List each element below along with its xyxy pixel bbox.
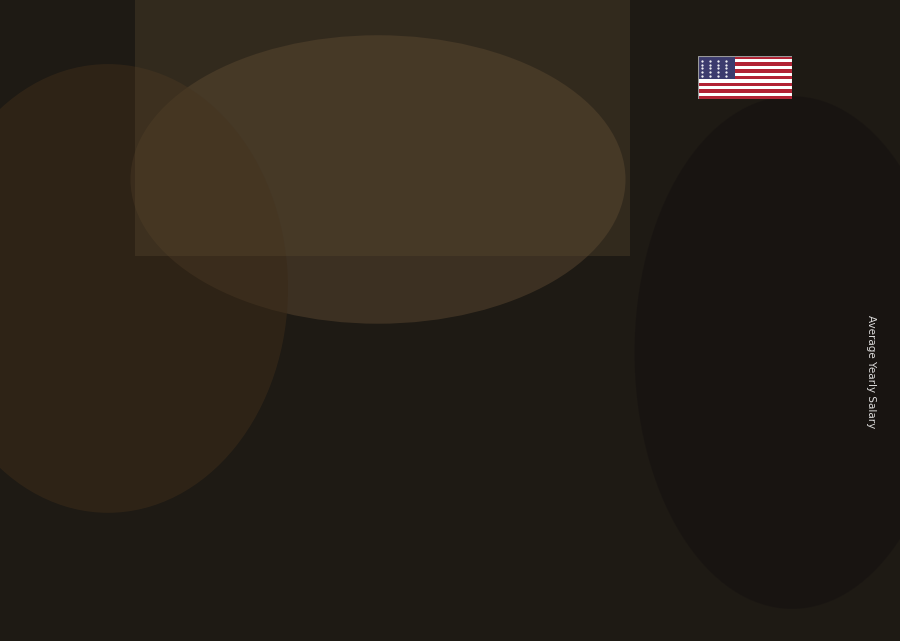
Text: +22%: +22% <box>410 208 468 226</box>
Polygon shape <box>730 197 809 216</box>
Polygon shape <box>340 301 419 320</box>
Polygon shape <box>600 242 606 558</box>
Text: 90,500 USD: 90,500 USD <box>589 197 663 211</box>
Polygon shape <box>211 378 290 397</box>
Text: +48%: +48% <box>280 250 338 268</box>
Text: +8%: +8% <box>676 156 722 174</box>
Bar <box>698 96 792 99</box>
Polygon shape <box>278 378 290 558</box>
Text: 68,100 USD: 68,100 USD <box>328 276 403 289</box>
Polygon shape <box>600 223 680 242</box>
Text: Employment Interviewer: Employment Interviewer <box>52 111 268 129</box>
Polygon shape <box>340 320 346 558</box>
Polygon shape <box>211 397 215 558</box>
Bar <box>698 79 792 83</box>
Text: 10 to 15: 10 to 15 <box>477 584 543 598</box>
Polygon shape <box>80 437 86 558</box>
Polygon shape <box>148 418 159 558</box>
Polygon shape <box>470 249 550 268</box>
Bar <box>698 72 792 76</box>
Bar <box>698 83 792 86</box>
Bar <box>698 89 792 93</box>
Text: +9%: +9% <box>546 181 592 199</box>
Polygon shape <box>600 242 668 558</box>
Polygon shape <box>211 397 278 558</box>
Text: 15 to 20: 15 to 20 <box>608 584 672 598</box>
Text: salary: salary <box>393 584 446 599</box>
Bar <box>135 0 630 256</box>
Text: < 2 Years: < 2 Years <box>83 584 157 598</box>
Polygon shape <box>340 320 408 558</box>
Polygon shape <box>80 437 148 558</box>
Ellipse shape <box>634 96 900 609</box>
Bar <box>698 69 792 72</box>
Text: 20+ Years: 20+ Years <box>731 584 809 598</box>
Polygon shape <box>797 197 809 558</box>
Polygon shape <box>80 418 159 437</box>
Bar <box>698 86 792 89</box>
Text: Average Yearly Salary: Average Yearly Salary <box>866 315 877 428</box>
Bar <box>698 93 792 96</box>
Text: Salary Comparison By Experience: Salary Comparison By Experience <box>52 72 552 97</box>
Text: 83,100 USD: 83,100 USD <box>458 224 533 237</box>
Polygon shape <box>538 249 550 558</box>
Text: 2 to 5: 2 to 5 <box>227 584 273 598</box>
Polygon shape <box>668 223 680 558</box>
Bar <box>698 62 792 66</box>
Text: 98,000 USD: 98,000 USD <box>751 172 825 185</box>
Polygon shape <box>730 216 797 558</box>
Bar <box>698 66 792 69</box>
Polygon shape <box>730 216 735 558</box>
Bar <box>698 56 735 79</box>
Text: explorer.com: explorer.com <box>446 584 545 599</box>
Bar <box>698 76 792 79</box>
Text: +34%: +34% <box>150 306 208 324</box>
Bar <box>698 59 792 62</box>
Ellipse shape <box>130 35 626 324</box>
Text: 5 to 10: 5 to 10 <box>352 584 408 598</box>
Polygon shape <box>470 268 475 558</box>
Polygon shape <box>408 301 419 558</box>
Bar <box>698 56 792 59</box>
Text: 46,100 USD: 46,100 USD <box>185 353 260 365</box>
Ellipse shape <box>0 64 288 513</box>
Text: 34,500 USD: 34,500 USD <box>49 393 123 406</box>
Polygon shape <box>470 268 538 558</box>
